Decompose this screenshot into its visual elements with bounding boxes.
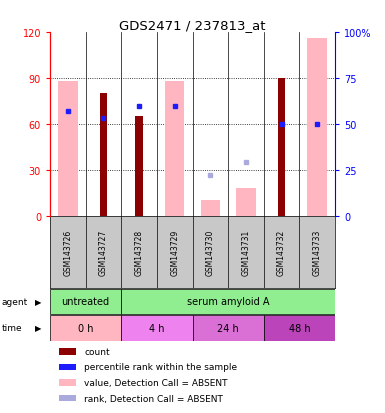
Text: percentile rank within the sample: percentile rank within the sample: [84, 363, 238, 372]
Text: serum amyloid A: serum amyloid A: [187, 297, 270, 306]
Text: GSM143726: GSM143726: [64, 229, 72, 275]
Bar: [59, 395, 76, 401]
Bar: [59, 348, 76, 355]
Title: GDS2471 / 237813_at: GDS2471 / 237813_at: [119, 19, 266, 32]
Text: time: time: [2, 324, 23, 332]
Bar: [50, 289, 121, 314]
Text: 24 h: 24 h: [217, 323, 239, 333]
Text: count: count: [84, 347, 110, 356]
Text: GSM143732: GSM143732: [277, 229, 286, 275]
Bar: [192, 316, 264, 341]
Bar: [264, 316, 335, 341]
Bar: [307, 39, 327, 216]
Text: 0 h: 0 h: [78, 323, 94, 333]
Bar: [50, 316, 121, 341]
Bar: [59, 379, 76, 386]
Bar: [100, 94, 107, 216]
Text: ▶: ▶: [35, 324, 41, 332]
Text: value, Detection Call = ABSENT: value, Detection Call = ABSENT: [84, 378, 228, 387]
Bar: [59, 364, 76, 370]
Text: GSM143731: GSM143731: [241, 229, 250, 275]
Text: ▶: ▶: [35, 297, 41, 306]
Text: untreated: untreated: [62, 297, 110, 306]
Text: GSM143727: GSM143727: [99, 229, 108, 275]
Text: GSM143728: GSM143728: [135, 229, 144, 275]
Text: GSM143733: GSM143733: [313, 229, 321, 275]
Bar: [121, 289, 335, 314]
Bar: [201, 201, 220, 216]
Bar: [135, 117, 143, 216]
Text: 48 h: 48 h: [288, 323, 310, 333]
Text: rank, Detection Call = ABSENT: rank, Detection Call = ABSENT: [84, 394, 223, 403]
Bar: [121, 316, 192, 341]
Text: 4 h: 4 h: [149, 323, 165, 333]
Bar: [165, 82, 184, 216]
Text: GSM143730: GSM143730: [206, 229, 215, 275]
Bar: [58, 82, 78, 216]
Text: GSM143729: GSM143729: [170, 229, 179, 275]
Text: agent: agent: [2, 297, 28, 306]
Bar: [278, 79, 285, 216]
Bar: [236, 189, 256, 216]
